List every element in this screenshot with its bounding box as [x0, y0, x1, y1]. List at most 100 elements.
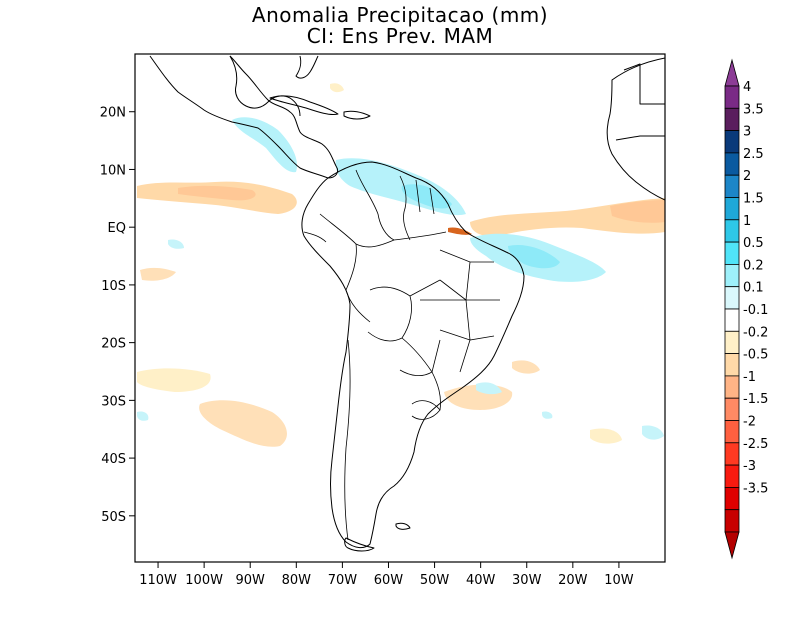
- lon-tick-label: 50W: [420, 573, 450, 588]
- colorbar-swatch: [724, 397, 740, 421]
- lon-tick-label: 60W: [374, 573, 404, 588]
- north-america-coast: [149, 55, 339, 179]
- colorbar-swatch: [724, 486, 740, 511]
- border-guianas: [415, 179, 435, 215]
- lon-tick-label: 90W: [236, 573, 266, 588]
- colorbar-label: -3: [743, 459, 756, 474]
- border-colombia-peru: [319, 213, 395, 248]
- malvinas: [395, 522, 411, 530]
- colorbar-label: 0.2: [743, 258, 764, 273]
- lat-tick-label: 30S: [101, 394, 126, 409]
- lat-tick-label: EQ: [108, 221, 126, 236]
- border-colombia-venezuela: [355, 169, 395, 241]
- anomaly-southeast-brazil-pos: [476, 382, 502, 395]
- anomaly-pacific-small-neg: [140, 267, 176, 281]
- anomaly-southeast-pacific-neg: [137, 368, 211, 392]
- lat-tick-label: 40S: [101, 452, 126, 467]
- africa-coast: [606, 57, 665, 201]
- lat-tick-label: 10N: [100, 163, 126, 178]
- colorbar-swatch: [724, 442, 740, 466]
- colorbar-swatch: [724, 375, 740, 399]
- longitude-axis: 110W 100W 90W 80W 70W 60W 50W 40W 30W 20W 10W: [139, 562, 634, 588]
- border-paraguay: [399, 337, 433, 376]
- hispaniola-coast: [343, 110, 371, 120]
- colorbar-label: -2.5: [743, 437, 768, 452]
- colorbar-swatch: [724, 308, 740, 332]
- brazil-states-1: [420, 249, 500, 341]
- latitude-axis: 20N 10N EQ 10S 20S 30S 40S 50S: [100, 106, 135, 525]
- border-uruguay: [411, 400, 441, 420]
- colorbar-label: 1: [743, 214, 751, 229]
- colorbar-swatch: [724, 241, 740, 265]
- lat-tick-label: 20N: [100, 106, 126, 121]
- anomaly-amazon-mouth-max: [448, 227, 472, 235]
- anomaly-guianas-pos: [401, 184, 452, 209]
- border-venezuela-guyana: [399, 175, 411, 241]
- colorbar-label: 4: [743, 80, 751, 95]
- border-bolivia: [367, 286, 412, 342]
- colorbar-label: 1.5: [743, 192, 764, 207]
- colorbar-top-arrow: [724, 58, 740, 87]
- map-title: Anomalia Precipitacao (mm): [251, 3, 549, 27]
- colorbar-swatch: [724, 197, 740, 221]
- colorbar-swatch: [724, 107, 740, 132]
- south-america-coast: [301, 161, 525, 549]
- lon-tick-label: 40W: [466, 573, 496, 588]
- border-ecuador: [303, 231, 327, 243]
- anomaly-itcz-east-pacific-core: [178, 185, 256, 201]
- colorbar-swatch: [724, 219, 740, 243]
- border-chile-argentina: [344, 339, 351, 541]
- anomaly-northeast-brazil-core: [508, 244, 560, 269]
- lon-tick-label: 100W: [185, 573, 223, 588]
- border-brazil-north: [393, 231, 447, 241]
- colorbar-bottom-arrow: [724, 531, 740, 560]
- florida-coast: [295, 55, 319, 79]
- anomaly-shading: [137, 83, 665, 447]
- cuba-coast: [269, 95, 339, 115]
- colorbar-swatch: [724, 263, 740, 288]
- lat-tick-label: 20S: [101, 337, 126, 352]
- colorbar-label: -1: [743, 370, 756, 385]
- country-borders: [303, 169, 500, 541]
- colorbar-swatch: [724, 130, 740, 154]
- colorbar-swatch: [724, 152, 740, 176]
- africa-border-1: [623, 63, 665, 105]
- lon-tick-label: 110W: [139, 573, 177, 588]
- lat-tick-label: 10S: [101, 279, 126, 294]
- colorbar-swatch: [724, 420, 740, 444]
- colorbar-label: 2: [743, 169, 751, 184]
- colorbar-label: -1.5: [743, 392, 768, 407]
- anomaly-south-pacific-small-pos: [137, 411, 149, 421]
- colorbar-label: -0.5: [743, 348, 768, 363]
- colorbar-label: -3.5: [743, 481, 768, 496]
- tierra-del-fuego: [344, 537, 375, 552]
- anomaly-atlantic-mid-small-pos: [542, 411, 553, 419]
- anomaly-midatlantic-neg: [590, 428, 622, 444]
- colorbar-swatch: [724, 509, 740, 533]
- colorbar-label: 3: [743, 125, 751, 140]
- anomaly-south-atlantic-small-neg: [512, 360, 540, 374]
- colorbar-label: -2: [743, 415, 756, 430]
- border-argentina-brazil: [431, 371, 441, 411]
- lon-tick-label: 70W: [328, 573, 358, 588]
- colorbar: 4 3.5 3 2.5 2 1.5 1 0.5 0.2 0.1 -0.1 -0.2 -0.5 -1 -1.5…: [724, 58, 768, 560]
- yucatan-gulf-coast: [229, 55, 301, 117]
- border-peru-brazil: [345, 243, 371, 323]
- lon-tick-label: 80W: [282, 573, 312, 588]
- anomaly-south-pacific-neg: [199, 400, 287, 447]
- colorbar-swatch: [724, 464, 740, 488]
- map-subtitle: CI: Ens Prev. MAM: [306, 24, 494, 48]
- colorbar-swatch: [724, 353, 740, 377]
- lon-tick-label: 30W: [512, 573, 542, 588]
- colorbar-swatch: [724, 174, 740, 198]
- anomaly-atlantic-core: [610, 200, 665, 223]
- lon-tick-label: 10W: [604, 573, 634, 588]
- anomaly-northern-small-neg: [330, 83, 344, 93]
- colorbar-swatch: [724, 85, 740, 109]
- brazil-states-2: [409, 279, 471, 373]
- anomaly-central-america-pos: [232, 117, 298, 173]
- africa-border-2: [615, 135, 665, 141]
- colorbar-swatch: [724, 330, 740, 354]
